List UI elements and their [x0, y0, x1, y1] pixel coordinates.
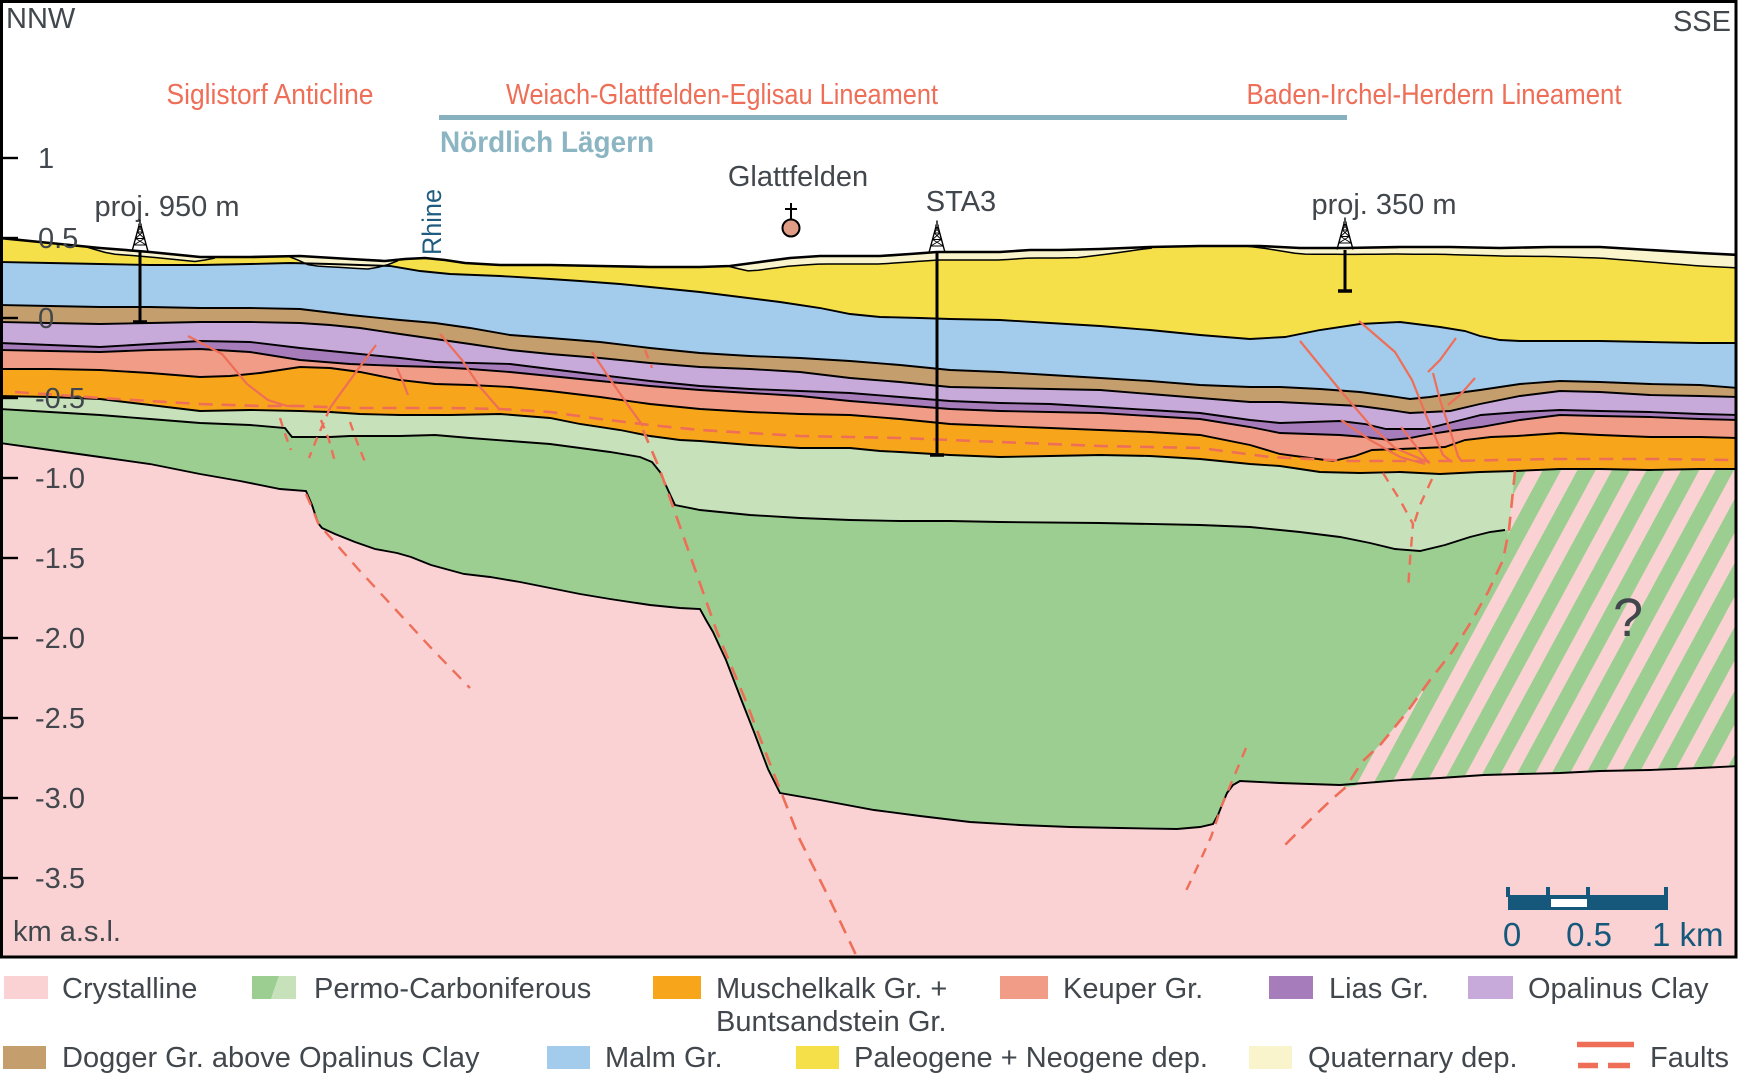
svg-text:km a.s.l.: km a.s.l.	[13, 916, 121, 948]
svg-text:Opalinus Clay: Opalinus Clay	[1528, 973, 1709, 1005]
svg-text:0: 0	[1503, 916, 1521, 953]
svg-text:proj. 350 m: proj. 350 m	[1311, 189, 1456, 221]
svg-text:proj. 950 m: proj. 950 m	[94, 191, 239, 223]
svg-text:1: 1	[38, 143, 54, 175]
svg-text:Lias Gr.: Lias Gr.	[1329, 973, 1429, 1005]
svg-text:Faults: Faults	[1650, 1042, 1729, 1074]
svg-text:Paleogene + Neogene dep.: Paleogene + Neogene dep.	[854, 1042, 1208, 1074]
svg-text:Muschelkalk Gr. +: Muschelkalk Gr. +	[716, 973, 947, 1005]
svg-text:-2.5: -2.5	[35, 703, 85, 735]
svg-text:Quaternary dep.: Quaternary dep.	[1308, 1042, 1518, 1074]
svg-text:Malm Gr.: Malm Gr.	[605, 1042, 723, 1074]
svg-text:1 km: 1 km	[1652, 916, 1724, 953]
svg-text:Keuper Gr.: Keuper Gr.	[1063, 973, 1203, 1005]
svg-text:?: ?	[1613, 588, 1643, 648]
svg-text:STA3: STA3	[926, 186, 996, 218]
svg-text:0: 0	[38, 303, 54, 335]
svg-text:-1.0: -1.0	[35, 463, 85, 495]
svg-text:Baden-Irchel-Herdern Lineament: Baden-Irchel-Herdern Lineament	[1247, 79, 1622, 111]
svg-text:0.5: 0.5	[1566, 916, 1612, 953]
svg-text:0.5: 0.5	[38, 223, 78, 255]
svg-text:Crystalline: Crystalline	[62, 973, 197, 1005]
svg-text:Nördlich Lägern: Nördlich Lägern	[440, 126, 654, 159]
svg-text:Buntsandstein Gr.: Buntsandstein Gr.	[716, 1006, 947, 1038]
svg-text:-3.5: -3.5	[35, 863, 85, 895]
svg-text:Glattfelden: Glattfelden	[728, 161, 868, 193]
svg-text:-3.0: -3.0	[35, 783, 85, 815]
svg-text:Weiach-Glattfelden-Eglisau Lin: Weiach-Glattfelden-Eglisau Lineament	[506, 79, 938, 111]
svg-text:Siglistorf Anticline: Siglistorf Anticline	[167, 79, 374, 111]
svg-text:-1.5: -1.5	[35, 543, 85, 575]
svg-text:Dogger Gr. above Opalinus Clay: Dogger Gr. above Opalinus Clay	[62, 1042, 480, 1074]
svg-text:-0.5: -0.5	[35, 383, 85, 415]
svg-text:NNW: NNW	[6, 3, 76, 35]
svg-text:Rhine: Rhine	[417, 189, 447, 255]
svg-text:SSE: SSE	[1673, 6, 1731, 38]
svg-text:-2.0: -2.0	[35, 623, 85, 655]
svg-text:Permo-Carboniferous: Permo-Carboniferous	[314, 973, 591, 1005]
